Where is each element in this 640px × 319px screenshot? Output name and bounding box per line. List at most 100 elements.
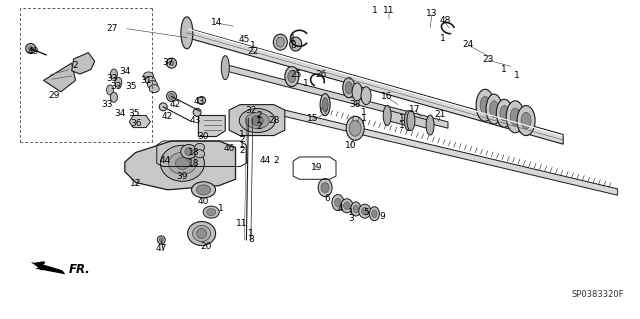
Text: 2: 2	[73, 61, 78, 70]
Text: 9: 9	[380, 212, 385, 221]
Text: 33: 33	[102, 100, 113, 109]
Text: 8: 8	[248, 235, 253, 244]
Ellipse shape	[195, 150, 205, 158]
Text: 19: 19	[311, 163, 323, 172]
Polygon shape	[31, 262, 65, 274]
Ellipse shape	[343, 78, 355, 98]
Text: 15: 15	[307, 114, 318, 123]
Ellipse shape	[273, 34, 287, 50]
Text: 48: 48	[439, 16, 451, 25]
Text: 1: 1	[250, 41, 255, 50]
Ellipse shape	[320, 94, 330, 115]
Text: 38: 38	[349, 100, 361, 109]
Text: 13: 13	[426, 9, 438, 18]
Text: 4: 4	[338, 204, 343, 213]
Ellipse shape	[245, 113, 269, 129]
Text: 34: 34	[120, 67, 131, 76]
Text: 3: 3	[348, 214, 353, 223]
Circle shape	[26, 43, 36, 54]
Polygon shape	[44, 63, 76, 92]
Text: 42: 42	[170, 100, 181, 109]
Ellipse shape	[351, 202, 361, 216]
Text: 11: 11	[236, 219, 248, 228]
Text: 39: 39	[177, 172, 188, 181]
Ellipse shape	[276, 37, 284, 47]
Ellipse shape	[285, 67, 299, 86]
Text: 22: 22	[247, 47, 259, 56]
Text: 26: 26	[316, 70, 327, 78]
Text: 33: 33	[106, 74, 118, 83]
Text: 2: 2	[257, 122, 262, 130]
Text: 1: 1	[361, 114, 366, 123]
Text: 33: 33	[111, 82, 122, 91]
Circle shape	[28, 46, 33, 51]
Ellipse shape	[480, 96, 490, 114]
Polygon shape	[275, 108, 618, 195]
Text: 34: 34	[115, 109, 126, 118]
Ellipse shape	[517, 106, 535, 136]
Polygon shape	[125, 141, 236, 190]
Circle shape	[168, 93, 175, 99]
Ellipse shape	[143, 72, 154, 80]
Polygon shape	[187, 28, 563, 144]
Ellipse shape	[359, 204, 371, 218]
Ellipse shape	[500, 106, 509, 121]
Text: 1: 1	[440, 34, 445, 43]
Text: 5: 5	[364, 208, 369, 217]
Ellipse shape	[161, 145, 204, 181]
Text: 1: 1	[257, 116, 262, 125]
Ellipse shape	[180, 145, 197, 159]
Polygon shape	[72, 53, 95, 74]
Polygon shape	[229, 105, 285, 136]
Ellipse shape	[486, 94, 502, 124]
Text: 31: 31	[140, 76, 152, 85]
Ellipse shape	[506, 101, 524, 133]
Ellipse shape	[321, 182, 329, 193]
Ellipse shape	[111, 92, 117, 102]
Ellipse shape	[426, 115, 434, 135]
Ellipse shape	[107, 85, 113, 95]
Text: 1: 1	[515, 71, 520, 80]
Text: 11: 11	[383, 6, 395, 15]
Ellipse shape	[196, 185, 211, 195]
Text: 2: 2	[274, 156, 279, 165]
Text: 18: 18	[188, 159, 199, 168]
Text: 30: 30	[198, 132, 209, 141]
Text: 1: 1	[218, 204, 223, 213]
Text: 23: 23	[482, 55, 493, 63]
Text: 42: 42	[162, 112, 173, 121]
Text: 2: 2	[257, 111, 262, 120]
Text: 1: 1	[303, 79, 308, 88]
Ellipse shape	[353, 205, 358, 213]
Text: 29: 29	[49, 91, 60, 100]
Ellipse shape	[204, 206, 219, 218]
Ellipse shape	[352, 83, 362, 101]
Text: 1: 1	[399, 114, 404, 123]
Ellipse shape	[369, 207, 380, 221]
Ellipse shape	[335, 198, 341, 207]
Text: 25: 25	[290, 70, 301, 78]
Ellipse shape	[361, 87, 371, 105]
Text: 1: 1	[348, 208, 353, 217]
Text: 37: 37	[162, 58, 173, 67]
Ellipse shape	[346, 116, 364, 140]
Text: 24: 24	[463, 40, 474, 48]
Polygon shape	[411, 115, 430, 129]
Ellipse shape	[290, 37, 301, 51]
Ellipse shape	[196, 228, 207, 239]
Ellipse shape	[344, 202, 350, 210]
Circle shape	[166, 91, 177, 101]
Ellipse shape	[476, 89, 494, 121]
Text: 1: 1	[239, 141, 244, 150]
Text: FR.: FR.	[69, 263, 91, 276]
Text: 1: 1	[291, 34, 296, 43]
Text: 44: 44	[260, 156, 271, 165]
Ellipse shape	[407, 111, 415, 130]
Text: 12: 12	[130, 179, 141, 188]
Circle shape	[166, 58, 177, 68]
Polygon shape	[387, 110, 408, 126]
Text: 43: 43	[189, 116, 201, 125]
Text: 8: 8	[291, 41, 296, 50]
Text: 35: 35	[129, 109, 140, 118]
Ellipse shape	[115, 77, 122, 87]
